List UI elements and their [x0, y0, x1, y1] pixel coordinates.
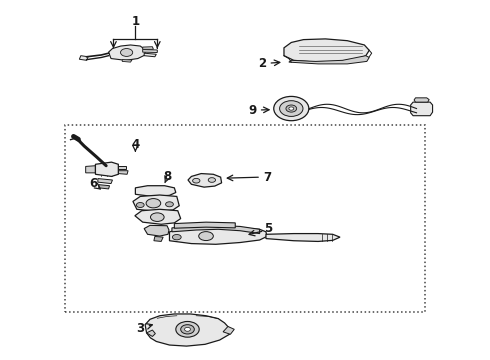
- Polygon shape: [170, 227, 267, 244]
- Ellipse shape: [172, 234, 181, 240]
- Ellipse shape: [121, 49, 133, 57]
- Text: 1: 1: [131, 14, 140, 27]
- Ellipse shape: [199, 231, 213, 240]
- Polygon shape: [98, 179, 113, 184]
- Polygon shape: [145, 314, 229, 346]
- Polygon shape: [79, 56, 88, 60]
- Ellipse shape: [181, 325, 195, 334]
- Polygon shape: [144, 225, 169, 236]
- Polygon shape: [96, 162, 118, 176]
- Ellipse shape: [166, 202, 173, 207]
- Polygon shape: [174, 222, 235, 228]
- Polygon shape: [147, 330, 155, 337]
- Ellipse shape: [185, 327, 191, 331]
- Polygon shape: [122, 60, 132, 62]
- Polygon shape: [289, 56, 369, 64]
- Ellipse shape: [150, 213, 164, 221]
- Text: 3: 3: [136, 322, 145, 335]
- Polygon shape: [144, 53, 156, 57]
- Ellipse shape: [193, 179, 200, 183]
- Polygon shape: [411, 102, 433, 116]
- Text: 9: 9: [248, 104, 256, 117]
- Text: 8: 8: [163, 170, 171, 183]
- Ellipse shape: [146, 199, 161, 208]
- Polygon shape: [154, 237, 163, 242]
- Text: 4: 4: [131, 139, 140, 152]
- Text: 7: 7: [263, 171, 271, 184]
- Ellipse shape: [289, 107, 294, 110]
- Bar: [65, 125, 425, 312]
- Polygon shape: [135, 186, 176, 197]
- Polygon shape: [414, 98, 429, 102]
- Ellipse shape: [176, 321, 199, 337]
- Polygon shape: [118, 171, 128, 174]
- Ellipse shape: [136, 203, 144, 207]
- Polygon shape: [143, 47, 153, 49]
- Ellipse shape: [280, 101, 303, 116]
- Polygon shape: [86, 166, 96, 173]
- Ellipse shape: [208, 178, 216, 182]
- Polygon shape: [266, 234, 340, 242]
- Polygon shape: [99, 185, 110, 189]
- Text: 5: 5: [264, 222, 272, 235]
- Polygon shape: [188, 174, 221, 187]
- Polygon shape: [143, 50, 157, 53]
- Polygon shape: [109, 45, 145, 60]
- Polygon shape: [133, 195, 179, 211]
- Polygon shape: [284, 39, 369, 62]
- Polygon shape: [223, 327, 234, 334]
- Text: 2: 2: [258, 57, 266, 71]
- Polygon shape: [118, 166, 125, 169]
- Text: 6: 6: [89, 177, 97, 190]
- Ellipse shape: [286, 105, 296, 112]
- Polygon shape: [135, 209, 181, 224]
- Polygon shape: [172, 225, 260, 234]
- Ellipse shape: [274, 96, 309, 121]
